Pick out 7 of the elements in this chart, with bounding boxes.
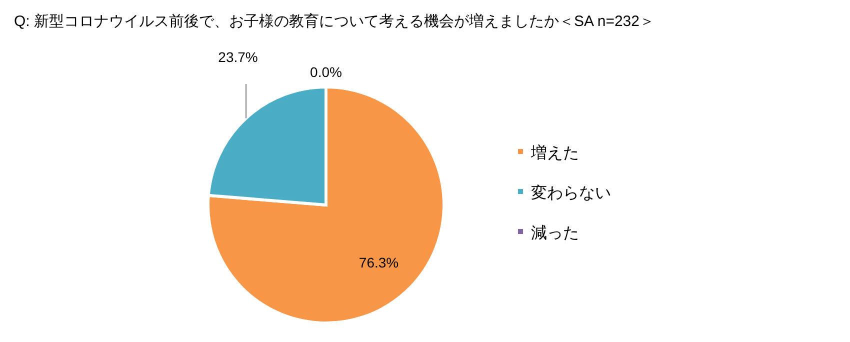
data-label: 76.3% xyxy=(358,254,399,270)
data-label: 23.7% xyxy=(218,49,258,65)
text: 0.0% xyxy=(310,64,342,80)
legend-label: 減った xyxy=(531,224,579,242)
title: Q: 新型コロナウイルス前後で、お子様の教育について考える機会が増えましたか＜SA n=232＞ xyxy=(14,13,654,30)
legend-label: 増えた xyxy=(530,144,579,162)
legend-label: 変わらない xyxy=(531,184,611,202)
